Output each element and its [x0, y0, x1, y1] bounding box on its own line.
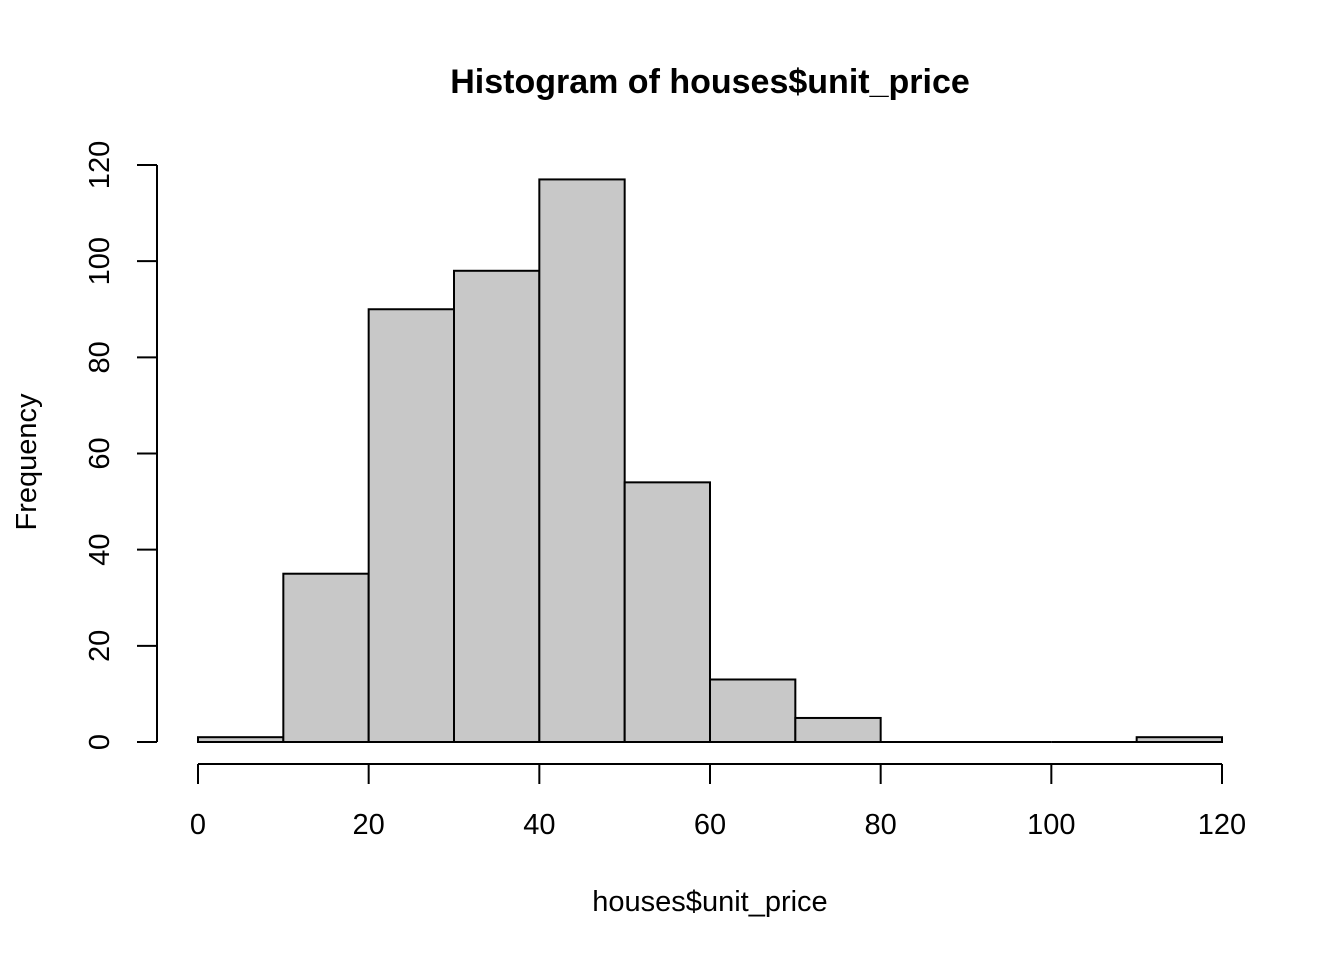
y-tick-label: 20: [84, 630, 116, 662]
histogram-bar: [367, 308, 455, 743]
x-tick-label: 100: [1027, 809, 1075, 841]
y-tick-label: 100: [84, 237, 116, 285]
x-tick-label: 20: [353, 809, 385, 841]
x-tick-label: 0: [190, 809, 206, 841]
x-tick-label: 80: [865, 809, 897, 841]
histogram-bar: [1135, 736, 1223, 743]
x-tick-label: 60: [694, 809, 726, 841]
x-tick-label: 40: [523, 809, 555, 841]
chart-title: Histogram of houses$unit_price: [450, 63, 970, 101]
y-tick-label: 40: [84, 534, 116, 566]
x-axis: 0 20 40 60 80 100 120: [190, 763, 1246, 841]
histogram-bar: [623, 481, 712, 743]
y-tick-label: 120: [84, 141, 116, 189]
bars-group: [197, 178, 1223, 744]
y-tick-label: 0: [84, 734, 116, 750]
histogram-bar: [197, 736, 285, 743]
histogram-bar: [453, 269, 541, 743]
y-axis: 0 20 40 60 80 100 120: [84, 141, 158, 750]
histogram-bar: [282, 572, 370, 743]
y-tick-label: 60: [84, 437, 116, 469]
histogram-bar: [538, 178, 626, 744]
histogram-bar: [709, 678, 797, 743]
y-tick-label: 80: [84, 341, 116, 373]
histogram-bar: [794, 716, 882, 743]
y-axis-label: Frequency: [11, 393, 43, 531]
x-axis-label: houses$unit_price: [592, 886, 827, 918]
x-tick-label: 120: [1198, 809, 1246, 841]
